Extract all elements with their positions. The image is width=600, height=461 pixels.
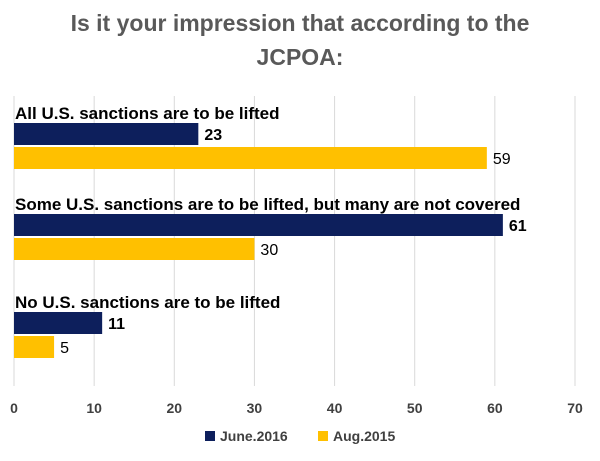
chart-title-line-2: JCPOA: (256, 44, 344, 70)
x-tick-label-5: 50 (407, 400, 423, 416)
chart-title-line-1: Is it your impression that according to … (70, 10, 530, 36)
legend-label-0: June.2016 (220, 428, 288, 444)
data-label-0-series-1: 59 (493, 151, 511, 168)
bar-1-series-0 (14, 214, 503, 236)
data-label-2-series-1: 5 (60, 340, 69, 357)
x-tick-label-2: 20 (166, 400, 182, 416)
bar-2-series-1 (14, 336, 55, 358)
data-label-2-series-0: 11 (108, 316, 125, 333)
x-tick-label-7: 70 (567, 400, 583, 416)
bar-1-series-1 (14, 238, 255, 260)
data-label-0-series-0: 23 (204, 127, 222, 144)
category-label-1: Some U.S. sanctions are to be lifted, bu… (15, 195, 520, 214)
x-tick-label-0: 0 (10, 400, 18, 416)
data-label-1-series-1: 30 (260, 242, 278, 259)
bar-0-series-1 (14, 147, 487, 169)
legend-label-1: Aug.2015 (333, 428, 395, 444)
bar-2-series-0 (14, 312, 103, 334)
x-tick-label-3: 30 (247, 400, 263, 416)
legend-swatch-1 (318, 431, 328, 441)
x-tick-label-6: 60 (487, 400, 503, 416)
category-label-0: All U.S. sanctions are to be lifted (15, 104, 280, 123)
x-tick-label-4: 40 (327, 400, 343, 416)
legend-swatch-0 (205, 431, 215, 441)
x-tick-label-1: 10 (86, 400, 102, 416)
category-label-2: No U.S. sanctions are to be lifted (15, 293, 280, 312)
bar-0-series-0 (14, 123, 199, 145)
data-label-1-series-0: 61 (509, 218, 527, 235)
